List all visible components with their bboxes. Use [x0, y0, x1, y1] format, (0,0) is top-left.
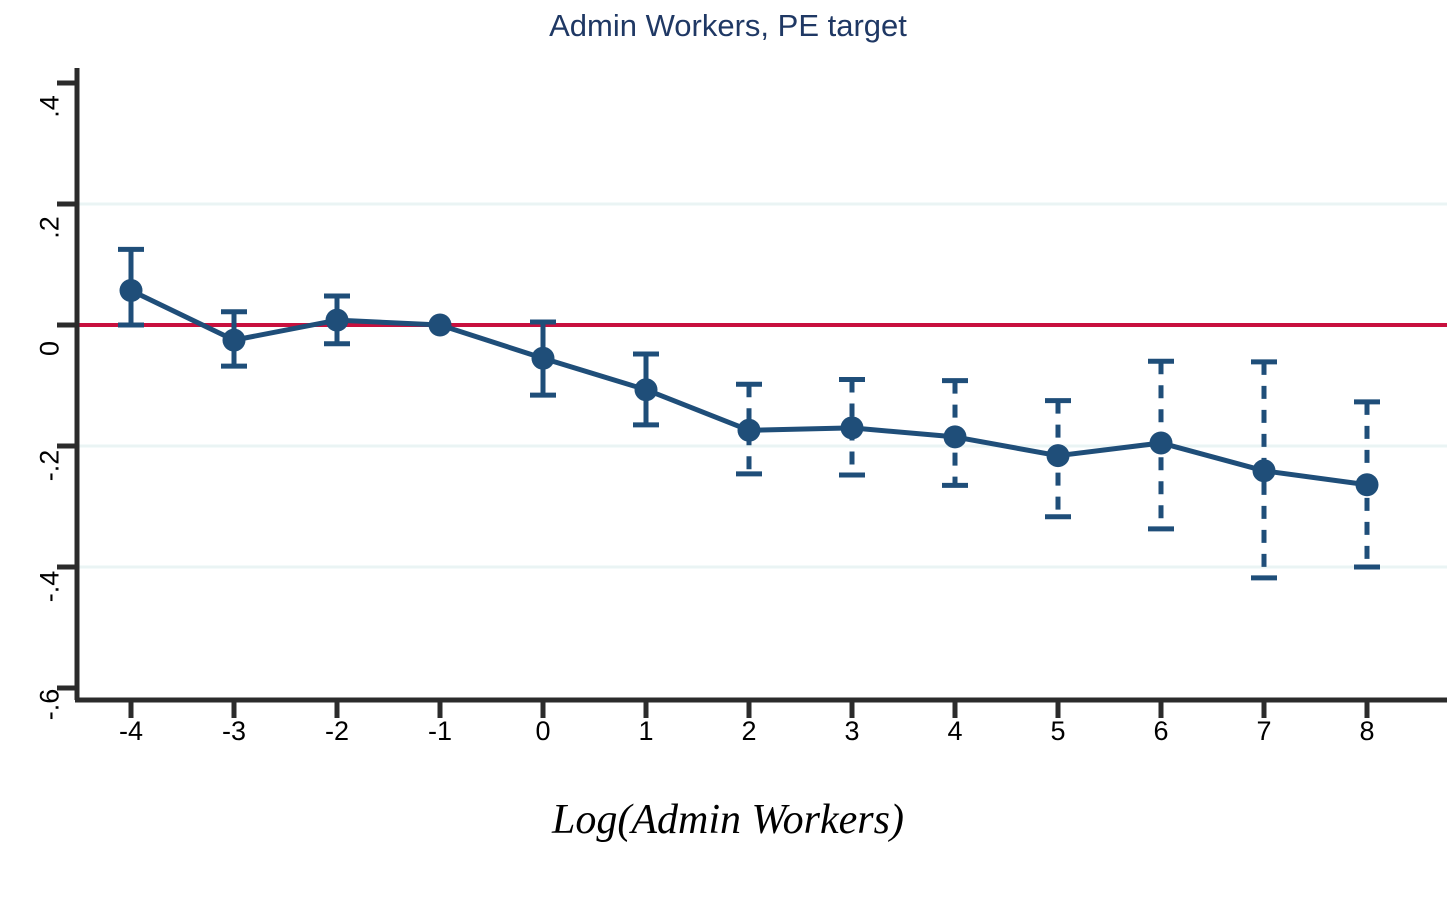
xtick-label-1: -3	[221, 716, 246, 746]
data-point-x6	[1149, 431, 1173, 455]
error-bar-x3	[839, 376, 865, 478]
data-point-x0	[531, 346, 555, 370]
xtick-label-7: 3	[844, 716, 860, 746]
xtick-label-10: 6	[1153, 716, 1169, 746]
data-point-x3	[840, 416, 864, 440]
xtick-label-11: 7	[1256, 716, 1272, 746]
axis-ticks	[57, 80, 1370, 718]
data-point-x4	[943, 425, 967, 449]
error-bar-x2	[736, 381, 762, 477]
data-point-x-3	[222, 328, 246, 352]
xtick-label-9: 5	[1050, 716, 1066, 746]
xtick-label-12: 8	[1359, 716, 1375, 746]
xtick-label-2: -2	[324, 716, 349, 746]
error-bars	[118, 246, 1380, 581]
axes	[74, 68, 1447, 703]
xtick-label-3: -1	[427, 716, 452, 746]
xtick-label-6: 2	[741, 716, 757, 746]
xtick-label-8: 4	[947, 716, 963, 746]
data-point-x5	[1046, 444, 1070, 468]
data-point-x-4	[119, 279, 143, 303]
data-point-x-2	[325, 308, 349, 332]
xtick-label-5: 1	[638, 716, 654, 746]
data-point-markers	[119, 279, 1379, 497]
data-point-x7	[1252, 459, 1276, 483]
data-point-x8	[1355, 473, 1379, 497]
gridlines	[77, 202, 1447, 569]
xaxis-title: Log(Admin Workers)	[552, 797, 904, 843]
data-point-x2	[737, 418, 761, 442]
xtick-label-0: -4	[118, 716, 143, 746]
data-point-x-1	[428, 313, 452, 337]
xtick-label-4: 0	[535, 716, 551, 746]
data-point-x1	[634, 378, 658, 402]
chart-title: Admin Workers, PE target	[549, 8, 907, 43]
